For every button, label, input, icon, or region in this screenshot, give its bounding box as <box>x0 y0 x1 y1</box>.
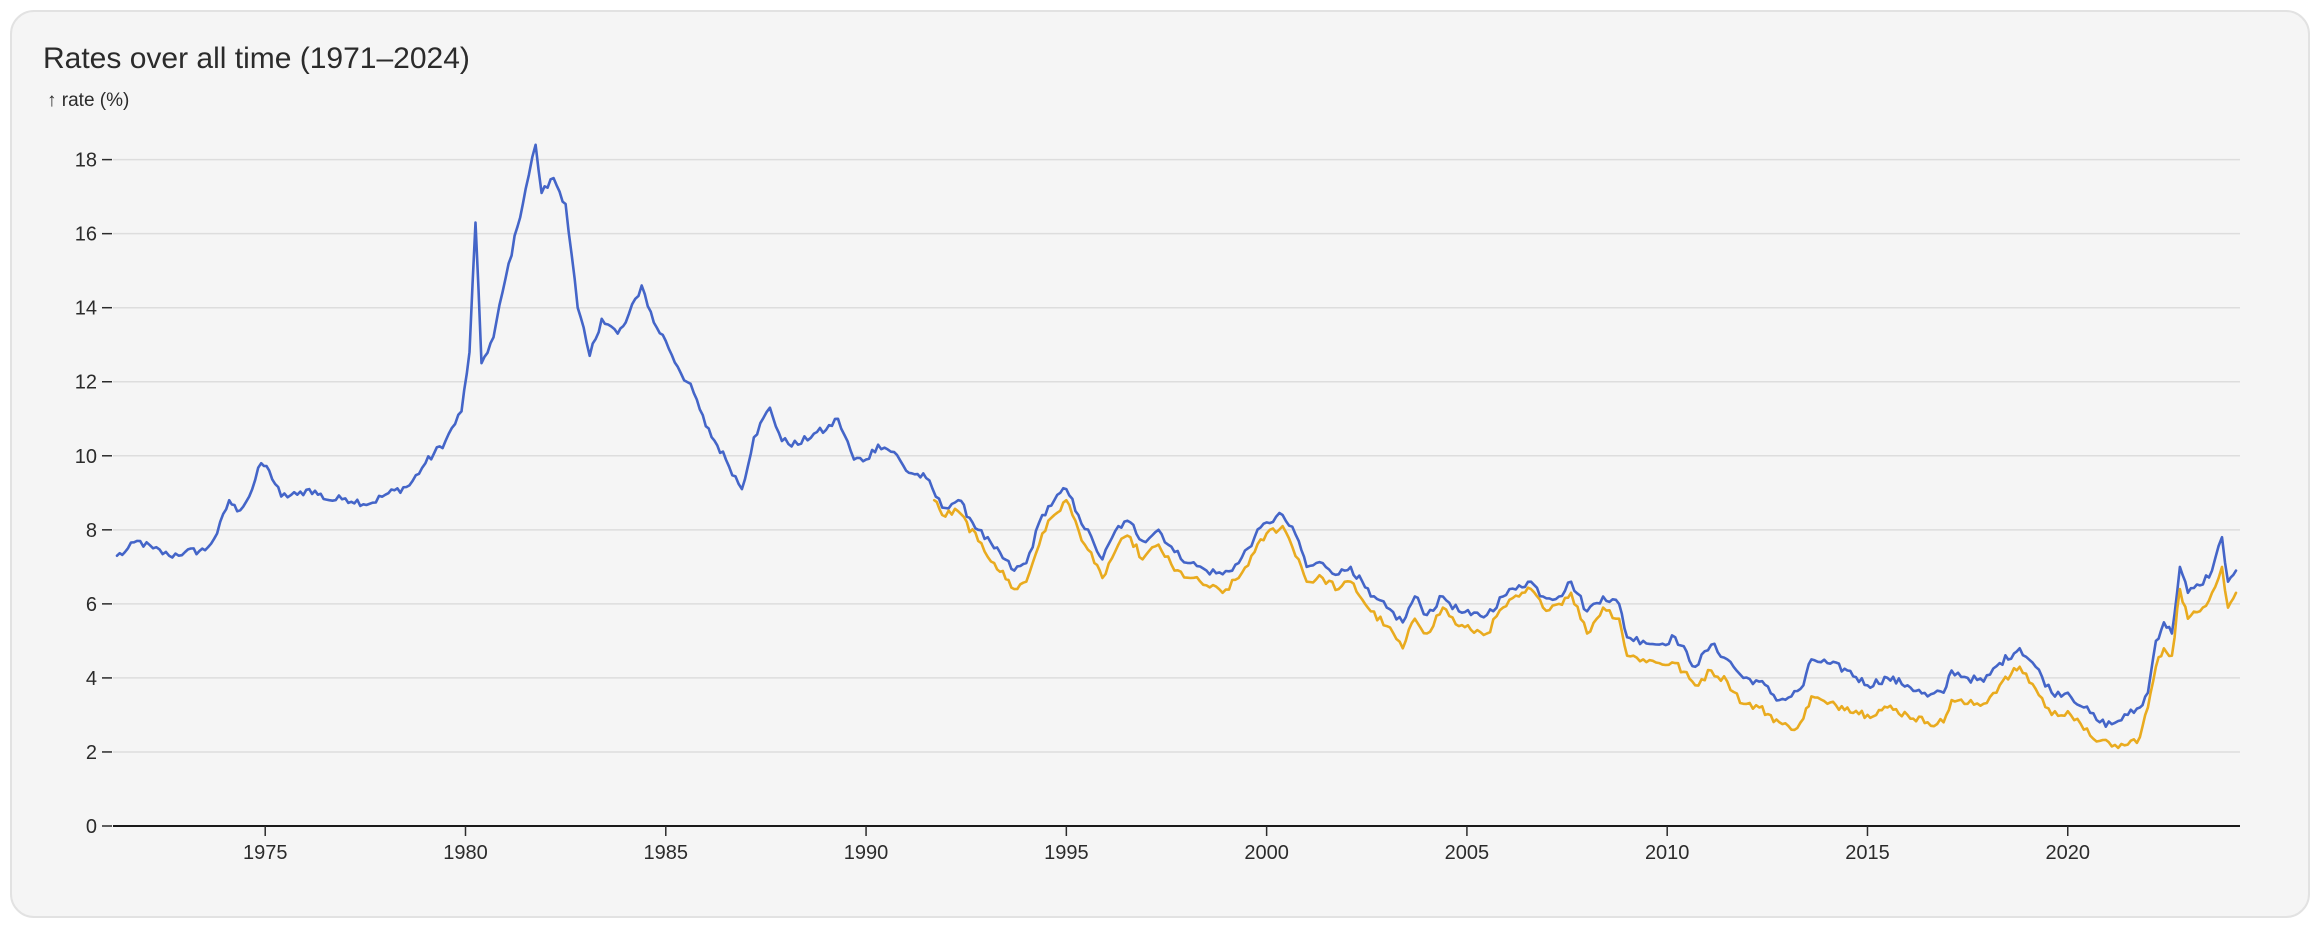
y-tick-label: 0 <box>86 816 97 838</box>
y-tick-label: 4 <box>86 668 97 690</box>
y-tick-label: 2 <box>86 742 97 764</box>
series-line-2 <box>932 498 2238 750</box>
x-tick-label: 1985 <box>644 842 689 864</box>
y-tick-label: 14 <box>75 298 97 320</box>
y-tick-label: 6 <box>86 594 97 616</box>
series-line-1 <box>115 143 2238 728</box>
chart-title: Rates over all time (1971–2024) <box>43 42 470 75</box>
x-tick-label: 2005 <box>1445 842 1490 864</box>
x-tick-label: 2000 <box>1244 842 1289 864</box>
gridlines <box>113 158 2240 753</box>
x-tick-label: 1975 <box>243 842 288 864</box>
x-tick-label: 2020 <box>2046 842 2091 864</box>
y-tick-label: 18 <box>75 150 97 172</box>
chart-card: Rates over all time (1971–2024) <box>10 10 2310 918</box>
x-tick-label: 2010 <box>1645 842 1690 864</box>
y-tick-label: 8 <box>86 520 97 542</box>
x-tick-label: 1995 <box>1044 842 1089 864</box>
y-axis-title: ↑ rate (%) <box>47 90 129 111</box>
x-tick-label: 1990 <box>844 842 889 864</box>
x-tick-label: 2015 <box>1845 842 1890 864</box>
x-tick-label: 1980 <box>443 842 488 864</box>
y-tick-label: 16 <box>75 224 97 246</box>
y-tick-label: 10 <box>75 446 97 468</box>
series-lines <box>115 143 2238 750</box>
axes: 0 2 4 6 8 10 12 14 16 18 1975 1980 1985 1990 1995 2000 2… <box>75 150 2240 864</box>
y-tick-label: 12 <box>75 372 97 394</box>
